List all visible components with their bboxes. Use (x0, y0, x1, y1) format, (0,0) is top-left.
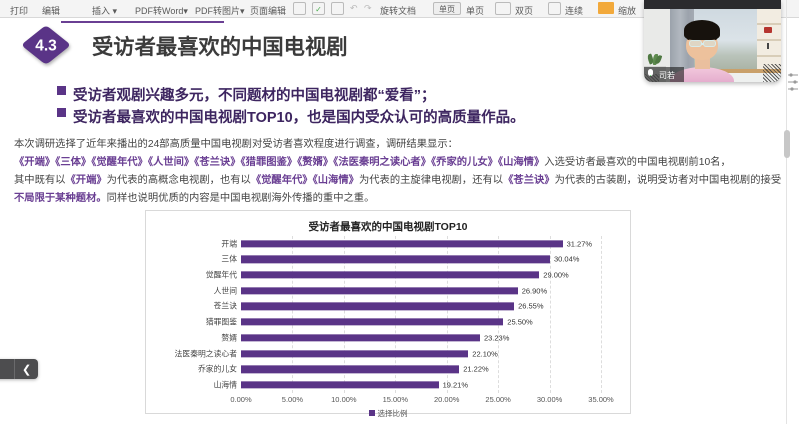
svg-text:4.3: 4.3 (35, 38, 57, 55)
